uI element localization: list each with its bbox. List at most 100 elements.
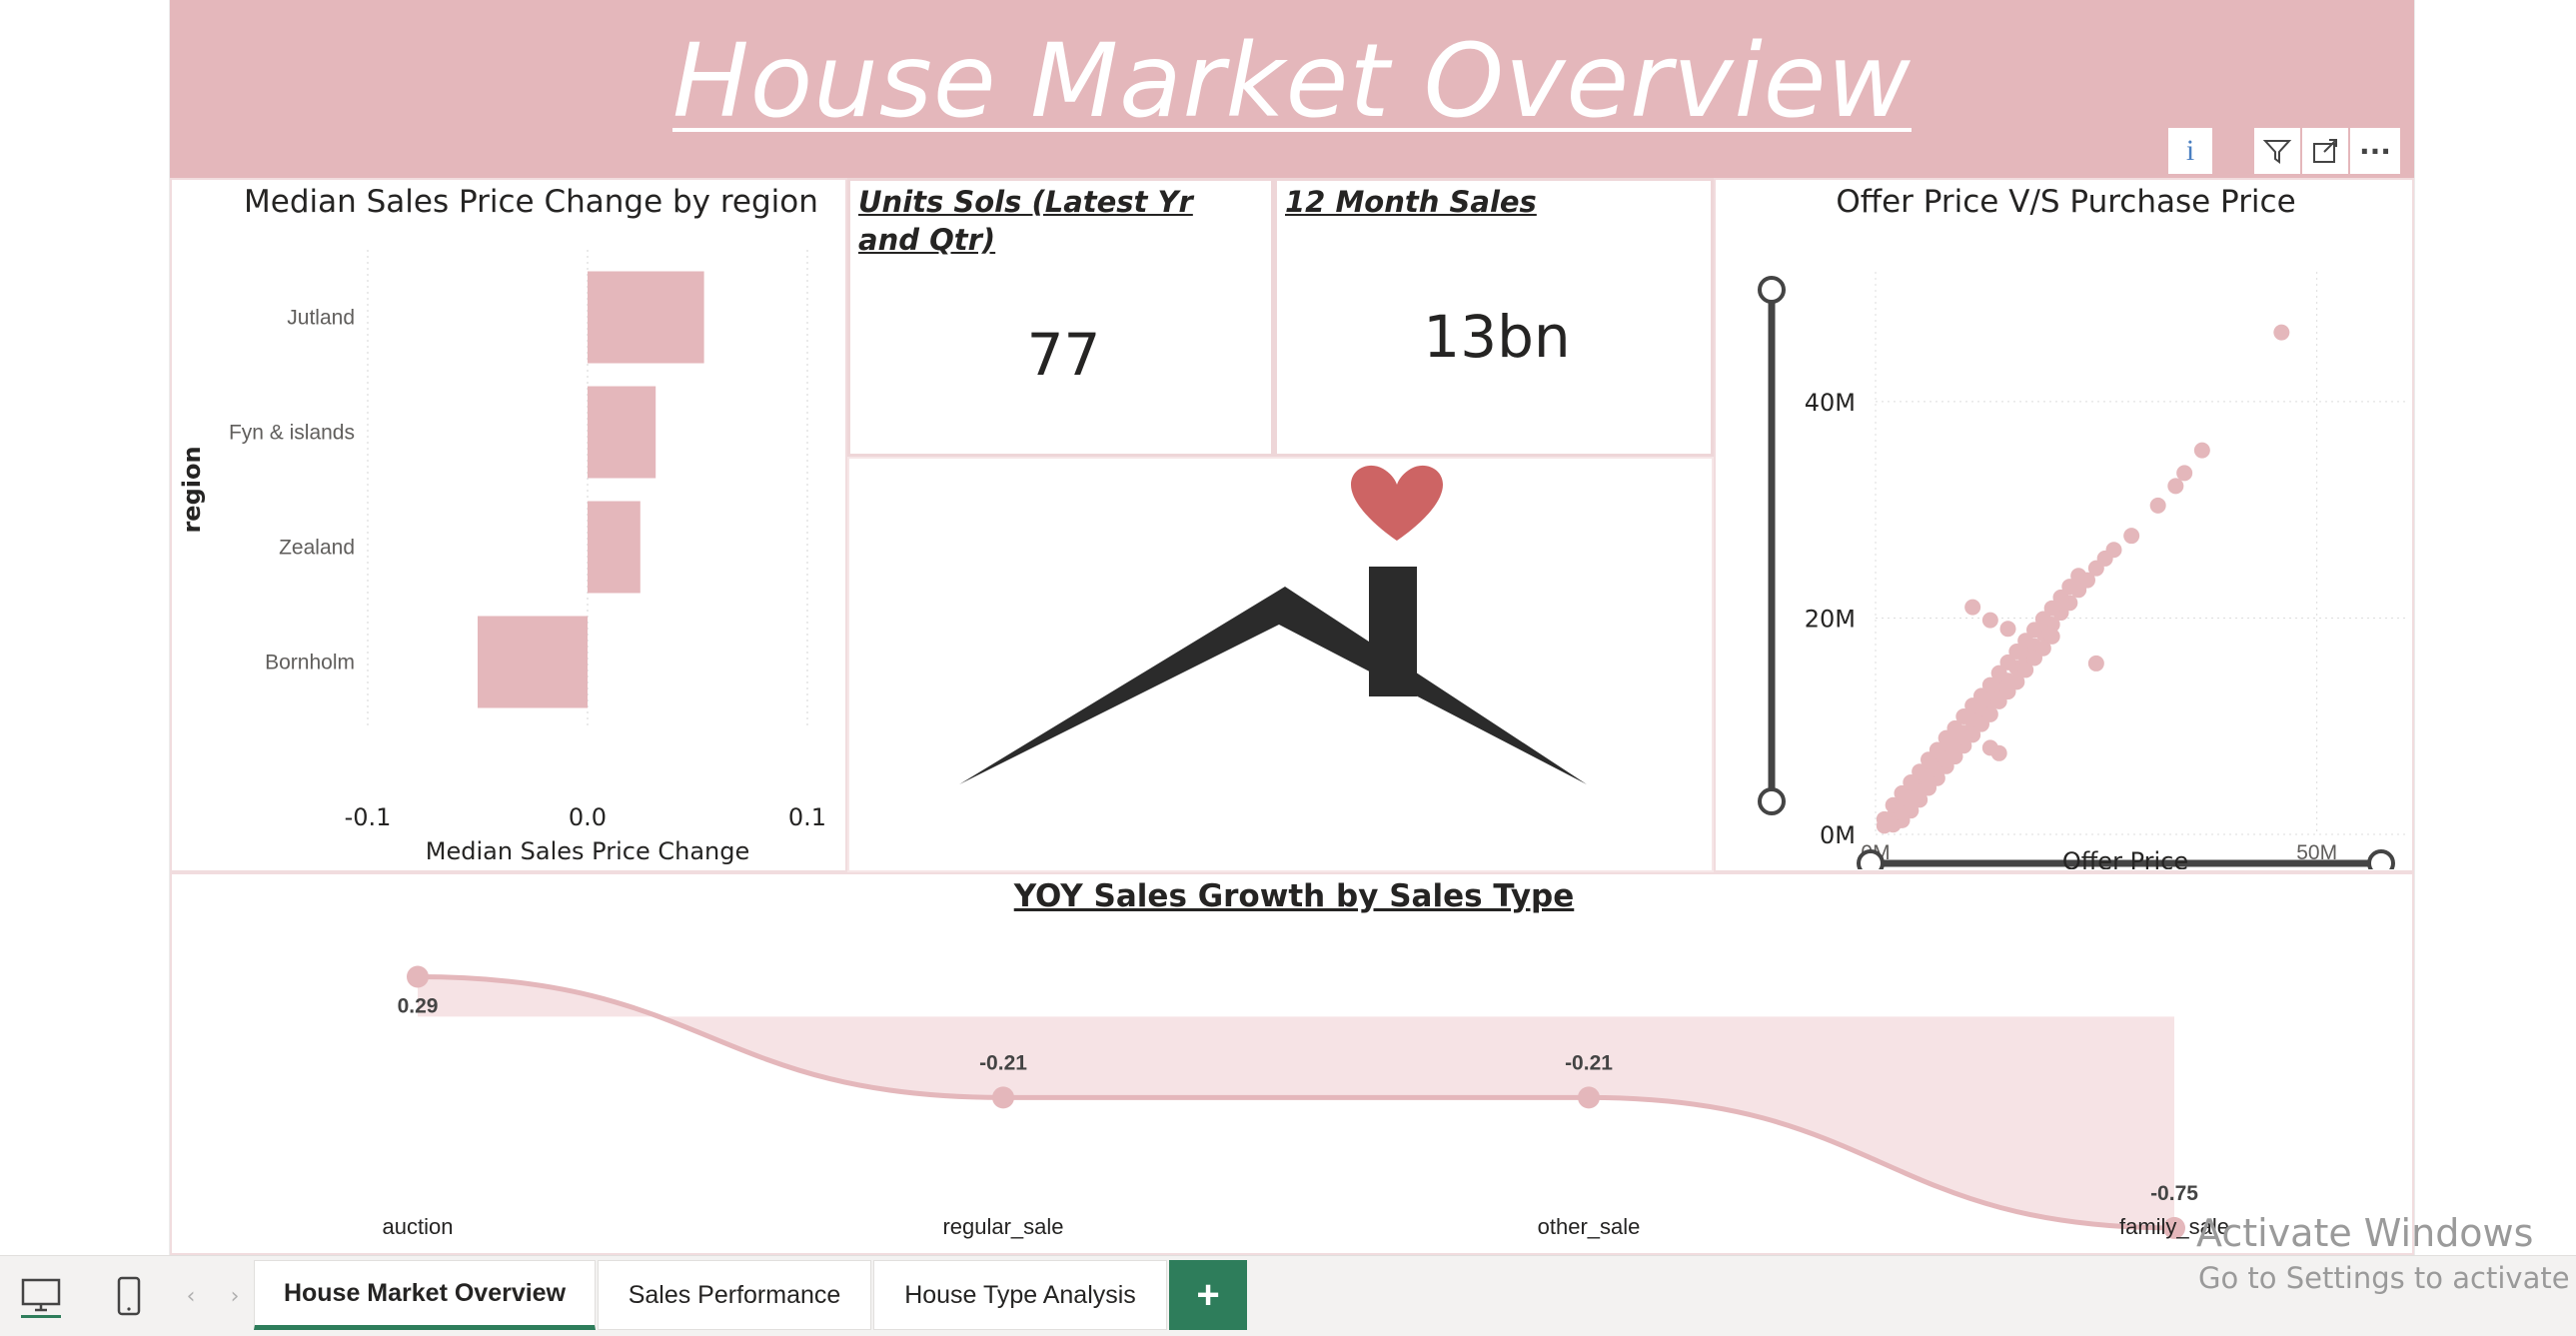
data-point bbox=[1955, 707, 1972, 724]
data-point bbox=[407, 965, 429, 988]
units-card-title: Units Sols (Latest Yr and Qtr) bbox=[858, 185, 1193, 257]
data-point bbox=[1964, 599, 1981, 616]
data-point bbox=[1999, 654, 2016, 670]
x-tick-label: -0.1 bbox=[345, 803, 392, 831]
chevron-right-icon[interactable]: › bbox=[230, 1283, 240, 1309]
data-point bbox=[2163, 1216, 2185, 1239]
bar-fyn-islands bbox=[588, 386, 656, 479]
x-tick-label: 50M bbox=[2296, 841, 2337, 864]
data-point bbox=[2026, 622, 2042, 639]
category-label: Fyn & islands bbox=[229, 422, 355, 445]
data-point bbox=[1946, 739, 1963, 756]
yoy-chart-svg: 0.29 auction -0.21 regular_sale -0.21 other_s… bbox=[383, 965, 2229, 1239]
month-sales-card[interactable]: 12 Month Sales 13bn bbox=[1274, 178, 1714, 457]
data-point bbox=[2061, 579, 2078, 596]
yoy-chart-title: YOY Sales Growth by Sales Type bbox=[1013, 878, 1575, 914]
data-point bbox=[2149, 497, 2166, 514]
data-point bbox=[1921, 771, 1936, 788]
data-point bbox=[1981, 612, 1998, 629]
data-point bbox=[1990, 744, 2007, 761]
bar-zealand bbox=[588, 501, 641, 594]
category-label: family_sale bbox=[2119, 1214, 2229, 1239]
data-point bbox=[2176, 465, 2193, 482]
x-tick-label: 0.0 bbox=[569, 803, 607, 831]
scatter-chart-svg: 0M20M40M0M50MOffer Price bbox=[1758, 272, 2405, 869]
median-chart-title: Median Sales Price Change by region bbox=[244, 184, 818, 220]
bar-jutland bbox=[588, 271, 704, 364]
x-range-handle-left bbox=[1857, 849, 1885, 869]
data-point bbox=[1981, 705, 1998, 722]
data-point bbox=[2034, 611, 2051, 628]
data-point bbox=[2008, 673, 2025, 690]
y-tick-label: 40M bbox=[1805, 389, 1856, 417]
report-canvas: House Market Overview i ··· Median Sales… bbox=[170, 0, 2414, 1255]
data-point bbox=[1973, 687, 1989, 704]
focus-mode-icon[interactable] bbox=[2302, 128, 2348, 174]
tab-sales-performance[interactable]: Sales Performance bbox=[598, 1260, 871, 1330]
chevron-left-icon[interactable]: ‹ bbox=[186, 1283, 196, 1309]
data-point bbox=[2273, 324, 2290, 341]
data-point bbox=[1894, 804, 1911, 821]
data-point bbox=[1937, 751, 1954, 768]
data-label: -0.21 bbox=[979, 1051, 1027, 1074]
data-point bbox=[992, 1086, 1014, 1109]
heart-icon bbox=[1351, 465, 1443, 541]
sales-card-title: 12 Month Sales bbox=[1285, 185, 1537, 219]
desktop-layout-icon[interactable] bbox=[14, 1266, 68, 1326]
series-line bbox=[417, 974, 2175, 1231]
y-tick-label: 20M bbox=[1805, 605, 1856, 633]
category-label: auction bbox=[383, 1214, 454, 1239]
x-range-handle-right bbox=[2367, 849, 2395, 869]
scatter-chart-title: Offer Price V/S Purchase Price bbox=[1836, 184, 2296, 220]
data-point bbox=[2167, 478, 2184, 495]
yoy-sales-growth-visual[interactable]: YOY Sales Growth by Sales Type 0.29 aucti… bbox=[170, 872, 2414, 1255]
median-price-change-visual[interactable]: Median Sales Price Change by region Jutl… bbox=[170, 178, 847, 872]
house-image bbox=[847, 457, 1714, 872]
add-page-button[interactable]: + bbox=[1169, 1260, 1247, 1330]
y-axis-title: region bbox=[178, 446, 206, 533]
data-point bbox=[2034, 640, 2051, 657]
sales-card-value: 13bn bbox=[1423, 303, 1571, 371]
data-point bbox=[1912, 783, 1929, 800]
data-point bbox=[1981, 676, 1998, 693]
info-icon[interactable]: i bbox=[2168, 128, 2212, 174]
category-label: Zealand bbox=[279, 537, 355, 560]
data-label: -0.75 bbox=[2150, 1182, 2198, 1205]
more-options-icon[interactable]: ··· bbox=[2350, 128, 2400, 174]
y-tick-label: 0M bbox=[1820, 821, 1856, 849]
category-label: regular_sale bbox=[942, 1214, 1063, 1239]
data-point bbox=[1955, 728, 1972, 745]
offer-vs-purchase-visual[interactable]: Offer Price V/S Purchase Price 0M20M40M0… bbox=[1714, 178, 2414, 872]
data-point bbox=[2017, 633, 2034, 650]
data-point bbox=[2052, 589, 2069, 606]
units-card-value: 77 bbox=[1026, 321, 1101, 389]
filter-icon[interactable] bbox=[2254, 128, 2300, 174]
mobile-layout-icon[interactable] bbox=[104, 1266, 154, 1326]
data-point bbox=[2105, 542, 2122, 559]
activate-windows-hint: Go to Settings to activate Wi bbox=[2198, 1261, 2576, 1295]
report-title: House Market Overview bbox=[672, 22, 1912, 141]
data-point bbox=[2087, 655, 2104, 671]
page-tab-bar: ‹ › House Market Overview Sales Performa… bbox=[0, 1255, 2576, 1336]
x-axis-title: Median Sales Price Change bbox=[426, 837, 750, 865]
data-point bbox=[2008, 644, 2025, 661]
data-point bbox=[2070, 568, 2087, 585]
data-point bbox=[2043, 628, 2060, 645]
data-point bbox=[1999, 621, 2016, 638]
data-label: 0.29 bbox=[398, 995, 439, 1018]
title-banner: House Market Overview i ··· bbox=[170, 0, 2414, 178]
activate-windows-watermark: Activate Windows bbox=[2196, 1211, 2534, 1255]
median-chart-svg: Jutland Fyn & islands Zealand Bornholm -0.1 0… bbox=[178, 250, 826, 865]
category-label: Jutland bbox=[287, 307, 355, 330]
x-axis-title: Offer Price bbox=[2062, 847, 2188, 869]
y-range-handle-bottom bbox=[1758, 787, 1786, 815]
tab-house-type-analysis[interactable]: House Type Analysis bbox=[873, 1260, 1167, 1330]
category-label: other_sale bbox=[1538, 1214, 1641, 1239]
data-point bbox=[2017, 662, 2034, 678]
data-point bbox=[1990, 665, 2007, 681]
data-point bbox=[2193, 442, 2210, 459]
data-point bbox=[1578, 1086, 1600, 1109]
area-fill bbox=[418, 976, 2174, 1228]
tab-house-market-overview[interactable]: House Market Overview bbox=[254, 1260, 596, 1330]
units-sold-card[interactable]: Units Sols (Latest Yr and Qtr) 77 bbox=[847, 178, 1274, 457]
